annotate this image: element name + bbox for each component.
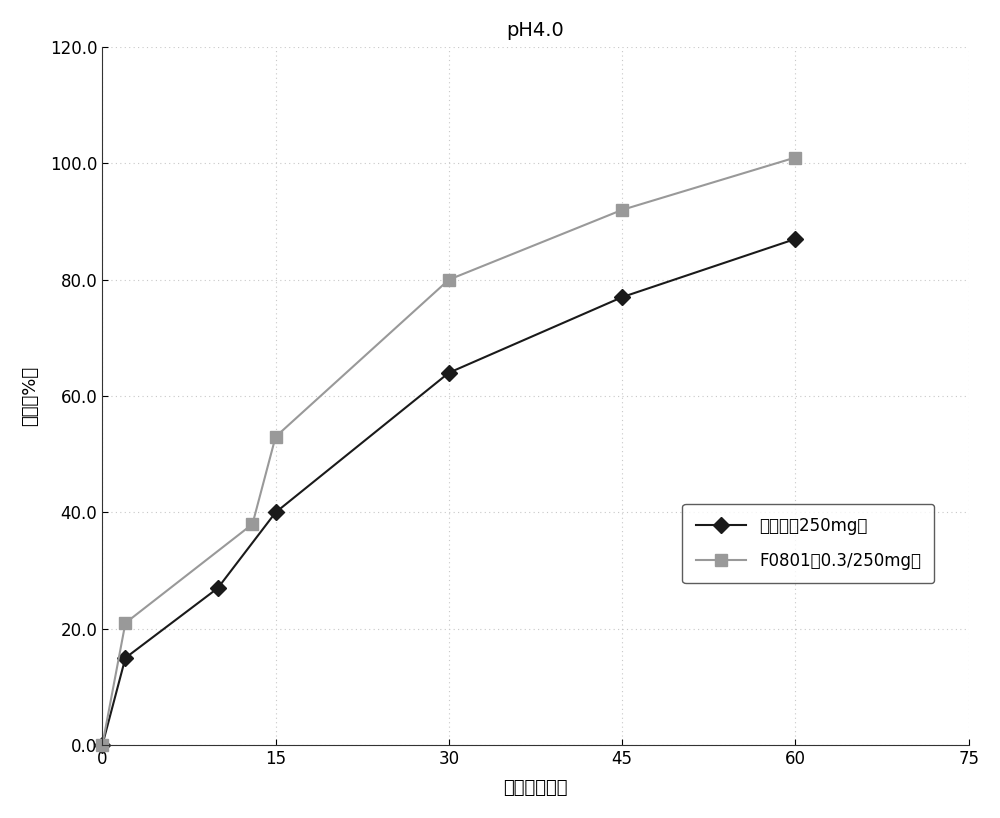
F0801（0.3/250mg） bbox=[270, 432, 282, 442]
格华止（250mg） bbox=[789, 234, 801, 244]
F0801（0.3/250mg） bbox=[246, 519, 258, 529]
Y-axis label: 溶解（%）: 溶解（%） bbox=[21, 366, 39, 426]
格华止（250mg） bbox=[616, 292, 628, 302]
Title: pH4.0: pH4.0 bbox=[507, 20, 564, 40]
格华止（250mg） bbox=[270, 507, 282, 517]
Line: 格华止（250mg）: 格华止（250mg） bbox=[97, 233, 801, 751]
X-axis label: 时间（分钟）: 时间（分钟） bbox=[503, 780, 568, 798]
F0801（0.3/250mg） bbox=[96, 740, 108, 750]
Legend: 格华止（250mg）, F0801（0.3/250mg）: 格华止（250mg）, F0801（0.3/250mg） bbox=[682, 504, 934, 583]
F0801（0.3/250mg） bbox=[443, 275, 455, 285]
F0801（0.3/250mg） bbox=[119, 618, 131, 628]
F0801（0.3/250mg） bbox=[616, 205, 628, 215]
F0801（0.3/250mg） bbox=[789, 153, 801, 163]
格华止（250mg） bbox=[443, 368, 455, 378]
格华止（250mg） bbox=[212, 583, 224, 593]
Line: F0801（0.3/250mg）: F0801（0.3/250mg） bbox=[97, 152, 801, 751]
格华止（250mg） bbox=[96, 740, 108, 750]
格华止（250mg） bbox=[119, 653, 131, 663]
